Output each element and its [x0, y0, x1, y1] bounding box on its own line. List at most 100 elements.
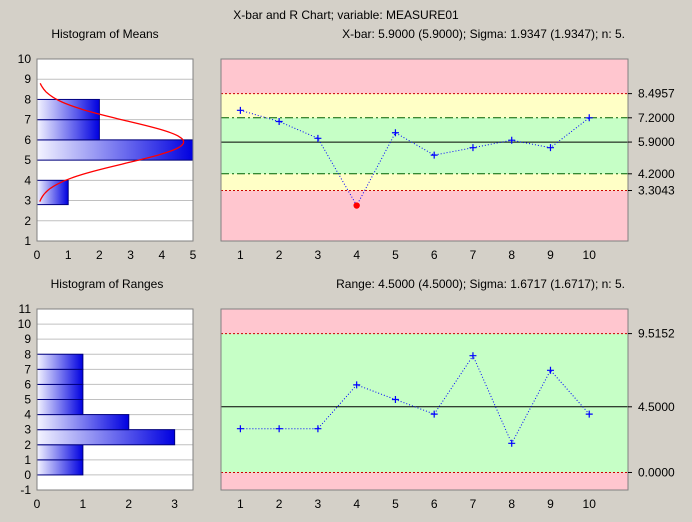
- x-tick-label: 8: [508, 248, 515, 262]
- x-tick-label: 0: [34, 497, 41, 511]
- limit-label: 4.5000: [638, 400, 675, 414]
- histogram-bar: [36, 444, 84, 461]
- x-tick-label: 3: [171, 497, 178, 511]
- histogram-bar: [36, 399, 84, 416]
- x-tick-label: 3: [127, 248, 134, 262]
- hist-means-title: Histogram of Means: [51, 27, 158, 41]
- x-tick-label: 5: [392, 497, 399, 511]
- y-tick-label: 5: [24, 393, 31, 407]
- x-tick-label: 9: [547, 248, 554, 262]
- x-tick-label: 4: [353, 497, 360, 511]
- range-control-chart: 1 2 3 4 5 6 7 8 9 10 9.5152 4.5000 0.0000: [220, 308, 675, 511]
- data-point: [430, 410, 438, 418]
- histogram-bar: [36, 353, 84, 370]
- y-tick-label: 0: [24, 468, 31, 482]
- y-tick-label: 5: [24, 153, 31, 167]
- y-tick-label: 3: [24, 194, 31, 208]
- data-point: [353, 381, 361, 389]
- data-point: [469, 144, 477, 152]
- limit-label: 7.2000: [638, 111, 675, 125]
- data-point: [469, 352, 477, 360]
- x-tick-label: 2: [276, 248, 283, 262]
- histogram-bar: [36, 179, 69, 206]
- normal-curve: [39, 83, 185, 202]
- histogram-bar: [36, 119, 100, 141]
- y-tick-label: 10: [18, 52, 32, 66]
- y-tick-label: 4: [24, 408, 31, 422]
- x-tick-label: 7: [470, 248, 477, 262]
- x-tick-label: 3: [315, 497, 322, 511]
- data-point: [275, 118, 283, 126]
- data-point: [546, 144, 554, 152]
- histogram-bar: [36, 383, 84, 400]
- limit-label: 3.3043: [638, 184, 675, 198]
- y-tick-label: 11: [19, 302, 32, 316]
- data-point: [391, 396, 399, 403]
- x-tick-label: 1: [237, 497, 244, 511]
- plot-border: [36, 58, 194, 242]
- x-tick-label: 4: [353, 248, 360, 262]
- data-point: [585, 114, 593, 122]
- y-tick-label: 6: [24, 377, 31, 391]
- x-tick-label: 1: [65, 248, 72, 262]
- data-point: [508, 136, 516, 144]
- y-tick-label: 9: [24, 332, 31, 346]
- data-point: [236, 106, 244, 114]
- x-tick-label: 3: [315, 248, 322, 262]
- series-line: [240, 354, 590, 445]
- histogram-bar: [36, 459, 84, 476]
- x-tick-label: 5: [392, 248, 399, 262]
- data-point: [430, 151, 438, 159]
- y-tick-label: 7: [24, 113, 31, 127]
- y-tick-label: 4: [24, 173, 31, 187]
- histogram-bar: [36, 414, 130, 431]
- x-tick-label: 9: [547, 497, 554, 511]
- x-tick-label: 4: [158, 248, 165, 262]
- plot-border: [220, 58, 629, 242]
- plot-border: [36, 308, 194, 491]
- x-tick-label: 8: [508, 497, 515, 511]
- y-tick-label: -1: [20, 483, 31, 497]
- x-tick-label: 10: [583, 497, 597, 511]
- in-control-zone: [221, 117, 628, 174]
- y-tick-label: 10: [18, 317, 32, 331]
- limit-label: 0.0000: [638, 465, 675, 479]
- hist-ranges-title: Histogram of Ranges: [51, 277, 164, 291]
- limit-label: 8.4957: [638, 87, 675, 101]
- histogram-bar: [36, 429, 176, 446]
- y-tick-label: 7: [24, 362, 31, 376]
- plot-border: [220, 308, 629, 491]
- xbar-stats-title: X-bar: 5.9000 (5.9000); Sigma: 1.9347 (1…: [342, 27, 625, 41]
- in-control-zone: [221, 333, 628, 473]
- x-tick-label: 2: [125, 497, 132, 511]
- x-tick-label: 1: [237, 248, 244, 262]
- histogram-bar: [36, 368, 84, 385]
- y-tick-label: 1: [24, 234, 31, 248]
- limit-label: 5.9000: [638, 135, 675, 149]
- data-point: [314, 134, 322, 142]
- x-tick-label: 0: [34, 248, 41, 262]
- x-tick-label: 6: [431, 497, 438, 511]
- histogram-bar: [36, 139, 194, 161]
- y-tick-label: 1: [24, 453, 31, 467]
- x-tick-label: 2: [276, 497, 283, 511]
- limit-label: 9.5152: [638, 327, 675, 341]
- y-tick-label: 8: [24, 347, 31, 361]
- x-tick-label: 2: [96, 248, 103, 262]
- x-tick-label: 5: [190, 248, 197, 262]
- limit-label: 4.2000: [638, 167, 675, 181]
- y-tick-label: 6: [24, 133, 31, 147]
- y-tick-label: 2: [24, 214, 31, 228]
- y-tick-label: 3: [24, 423, 31, 437]
- chart-title: X-bar and R Chart; variable: MEASURE01: [233, 8, 459, 22]
- data-point: [236, 425, 244, 433]
- data-point: [546, 366, 554, 374]
- x-tick-label: 6: [431, 248, 438, 262]
- xbar-control-chart: 1 2 3 4 5 6 7 8 9 10 8.4957 7.2000 5.9000 4.2000 3.304…: [220, 58, 675, 262]
- y-tick-label: 8: [24, 92, 31, 106]
- y-tick-label: 9: [24, 72, 31, 86]
- y-tick-label: 2: [24, 438, 31, 452]
- data-point: [585, 410, 593, 418]
